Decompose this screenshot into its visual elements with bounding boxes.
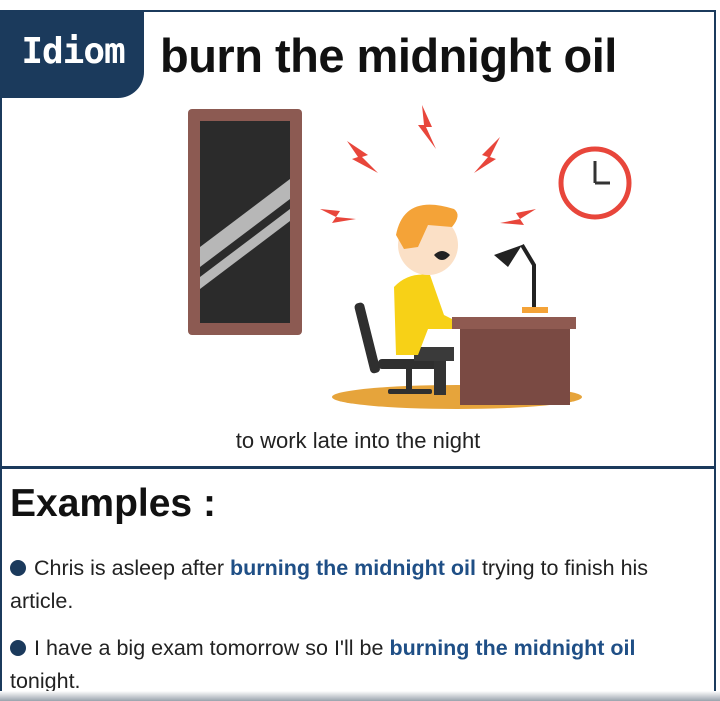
illustration bbox=[188, 105, 632, 409]
example-highlight: burning the midnight oil bbox=[229, 556, 476, 580]
bullet-icon bbox=[10, 640, 26, 656]
idiom-card: Idiom burn the midnight oil bbox=[0, 10, 716, 701]
window-with-moon-icon bbox=[188, 109, 302, 335]
office-chair-icon bbox=[354, 302, 442, 394]
idiom-title: burn the midnight oil bbox=[160, 29, 617, 82]
bullet-icon bbox=[10, 560, 26, 576]
example-highlight: burning the midnight oil bbox=[389, 636, 636, 660]
clock-icon bbox=[558, 146, 632, 220]
examples-heading: Examples : bbox=[10, 482, 216, 525]
example-text: I have a big exam tomorrow so I'll be bbox=[34, 636, 390, 660]
man-at-desk-icon bbox=[394, 204, 458, 395]
idiom-meaning: to work late into the night bbox=[235, 428, 481, 453]
idiom-panel: Idiom burn the midnight oil bbox=[2, 12, 714, 469]
example-text: trying to finish his article. bbox=[10, 556, 649, 613]
desk-lamp-icon bbox=[494, 243, 548, 313]
example-item: Chris is asleep after burning the midnig… bbox=[10, 552, 706, 618]
example-text: tonight. bbox=[10, 669, 81, 693]
example-text: Chris is asleep after bbox=[34, 556, 230, 580]
idiom-tag: Idiom bbox=[2, 12, 144, 98]
example-item: I have a big exam tomorrow so I'll be bu… bbox=[10, 632, 706, 698]
lightning-icon bbox=[320, 105, 536, 225]
bottom-strip bbox=[0, 691, 720, 701]
